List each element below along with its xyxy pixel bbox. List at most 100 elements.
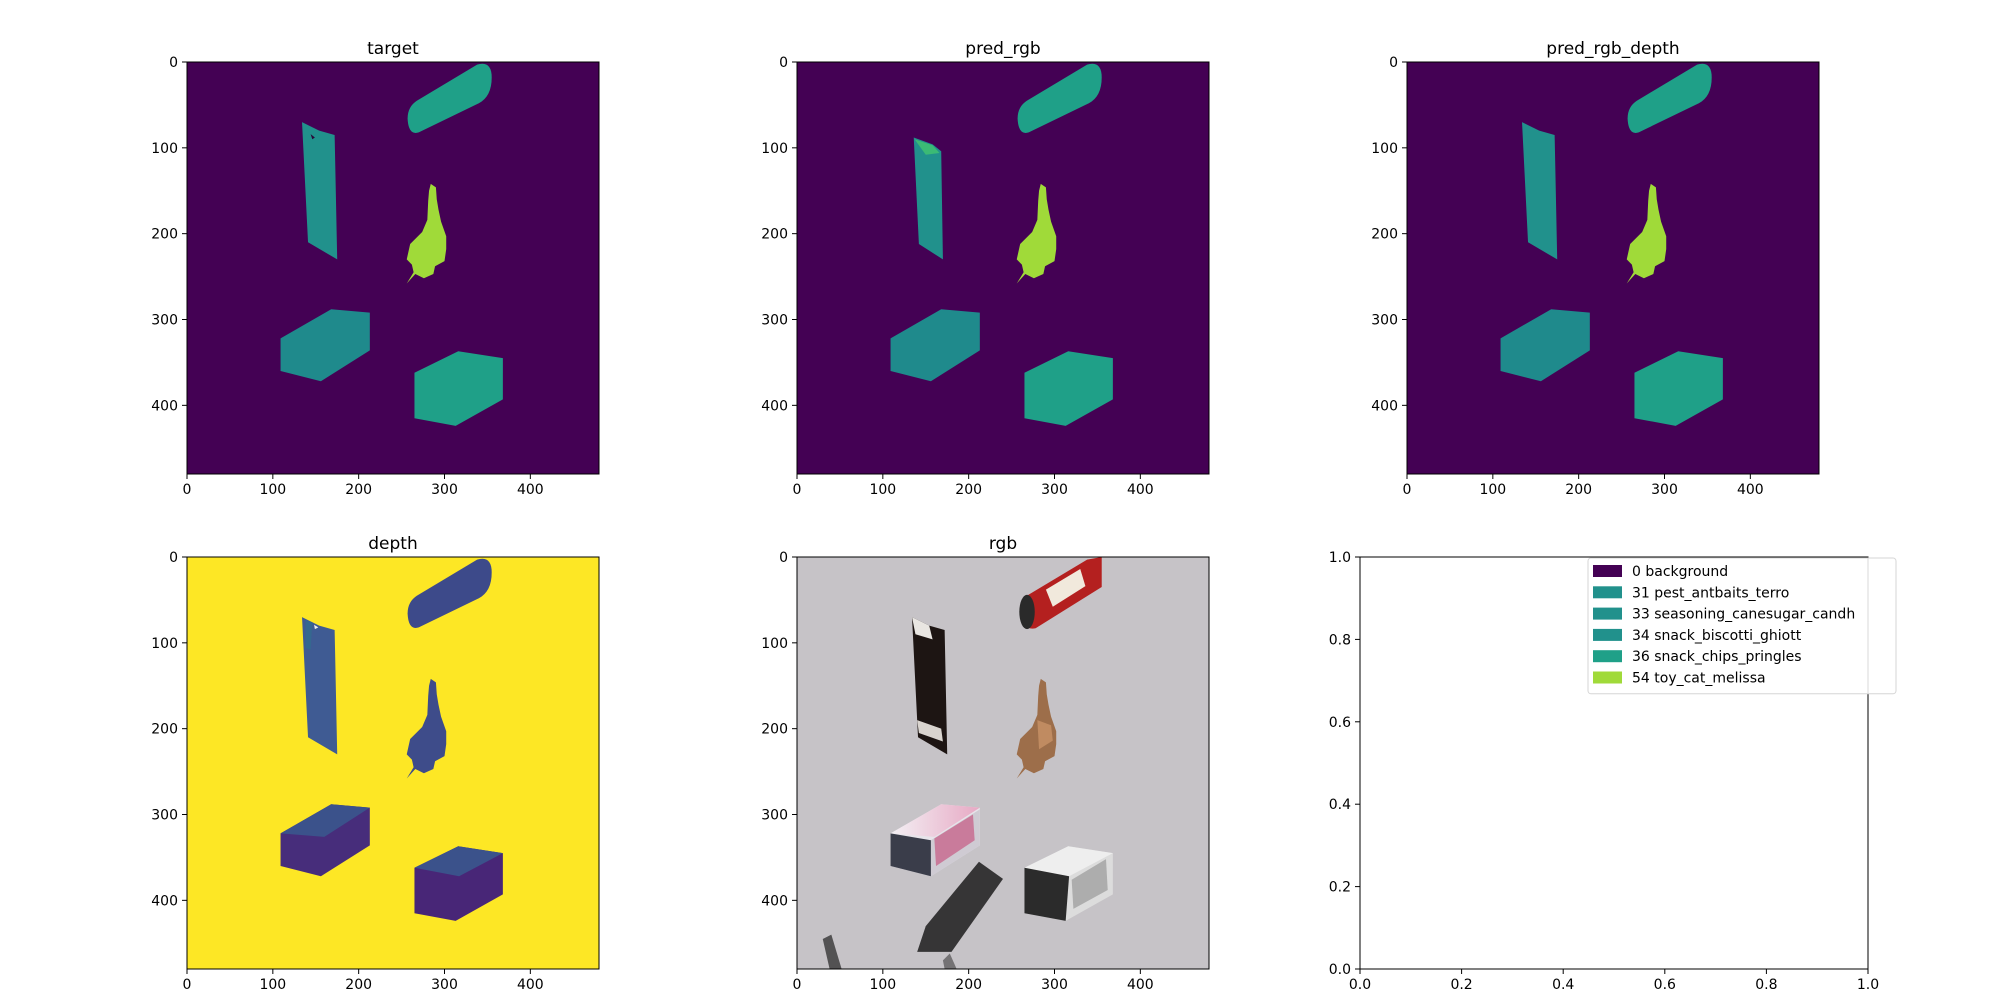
object-mask-antbaits xyxy=(302,122,338,260)
legend-label: 54 toy_cat_melissa xyxy=(1632,671,1766,687)
y-tick-label: 0.0 xyxy=(1329,962,1351,978)
x-tick-label: 0 xyxy=(183,482,192,498)
rgb-shadow-small xyxy=(822,934,842,969)
panel-image xyxy=(1407,62,1819,474)
legend-label: 31 pest_antbaits_terro xyxy=(1632,585,1789,601)
x-tick-label: 0.8 xyxy=(1755,977,1777,993)
legend-label: 0 background xyxy=(1632,564,1728,580)
panel-rgb: rgb 0 100 200 300 400 0 100 200 300 400 xyxy=(761,534,1210,993)
legend-swatch xyxy=(1593,586,1622,599)
x-tick-label: 300 xyxy=(431,482,458,498)
x-tick-label: 0.0 xyxy=(1349,977,1371,993)
depth-object-slab-edge xyxy=(305,620,313,650)
panel-image xyxy=(797,557,1209,969)
legend-box xyxy=(1587,557,1897,695)
x-tick-label: 300 xyxy=(431,977,458,993)
y-tick-label: 1.0 xyxy=(1329,550,1351,566)
object-mask-antbaits xyxy=(1522,122,1558,260)
x-tick-label: 0.2 xyxy=(1450,977,1472,993)
rgb-shadow-small-2 xyxy=(942,953,957,969)
legend-swatch xyxy=(1593,650,1622,663)
x-tick-label: 0 xyxy=(183,977,192,993)
x-tick-label: 100 xyxy=(869,482,896,498)
y-tick-label: 100 xyxy=(761,636,788,652)
rgb-box1-front xyxy=(890,833,931,877)
x-tick-label: 300 xyxy=(1041,977,1068,993)
rgb-cat xyxy=(1016,678,1057,779)
y-tick-label: 300 xyxy=(151,808,178,824)
object-mask-pringles xyxy=(1017,63,1102,133)
depth-object-cat xyxy=(406,678,447,779)
legend-label: 36 snack_chips_pringles xyxy=(1632,649,1802,665)
rgb-box1-top xyxy=(890,804,980,837)
rgb-box1-print xyxy=(934,814,975,866)
x-tick-label: 400 xyxy=(517,482,544,498)
y-tick-label: 0.8 xyxy=(1329,632,1351,648)
y-tick-label: 400 xyxy=(151,398,178,414)
y-tick-label: 300 xyxy=(1371,313,1398,329)
background-class-region xyxy=(187,62,599,474)
y-tick-label: 200 xyxy=(151,722,178,738)
object-mask-canesugar xyxy=(1024,351,1113,426)
x-tick-label: 0.6 xyxy=(1654,977,1676,993)
y-tick-label: 0 xyxy=(1389,55,1398,71)
y-tick-label: 0.4 xyxy=(1329,797,1351,813)
axes-frame xyxy=(796,556,1210,970)
object-mask-biscotti xyxy=(1500,309,1590,382)
y-tick-label: 300 xyxy=(761,808,788,824)
panel-title: pred_rgb xyxy=(965,39,1040,59)
panel-pred-rgb-depth: pred_rgb_depth 0 100 200 300 400 0 100 200 300 400 xyxy=(1371,39,1820,498)
rgb-slab-label xyxy=(917,720,943,742)
depth-object-box2-top xyxy=(414,846,503,877)
panel-image xyxy=(187,557,599,969)
axes-frame xyxy=(186,61,600,475)
y-tick-label: 0.6 xyxy=(1329,715,1351,731)
rgb-box2-front xyxy=(1024,867,1070,921)
y-tick-label: 0 xyxy=(779,550,788,566)
x-tick-label: 200 xyxy=(955,482,982,498)
y-tick-label: 200 xyxy=(761,722,788,738)
object-mask-biscotti xyxy=(890,309,980,382)
panel-image xyxy=(187,62,599,474)
y-tick-label: 100 xyxy=(151,636,178,652)
x-tick-label: 100 xyxy=(869,977,896,993)
x-tick-label: 100 xyxy=(259,482,286,498)
y-tick-label: 400 xyxy=(151,893,178,909)
legend-label: 34 snack_biscotti_ghiott xyxy=(1632,628,1802,644)
x-tick-label: 100 xyxy=(259,977,286,993)
panel-title: rgb xyxy=(989,534,1017,554)
rgb-cat-stripe xyxy=(1037,720,1053,750)
x-tick-label: 0 xyxy=(1403,482,1412,498)
x-tick-label: 100 xyxy=(1479,482,1506,498)
x-tick-label: 0.4 xyxy=(1552,977,1574,993)
legend-swatch xyxy=(1593,565,1622,577)
x-tick-label: 200 xyxy=(1565,482,1592,498)
object-mask-biscotti xyxy=(280,309,370,382)
y-tick-label: 0 xyxy=(169,550,178,566)
legend-swatch xyxy=(1593,671,1622,684)
object-mask-antbaits xyxy=(913,137,943,260)
y-tick-label: 100 xyxy=(1371,141,1398,157)
panel-target: target 0 100 200 300 400 0 100 200 300 400 xyxy=(151,39,600,498)
axes-frame xyxy=(1406,61,1820,475)
y-tick-label: 0 xyxy=(169,55,178,71)
depth-hole xyxy=(314,624,319,630)
panel-title: pred_rgb_depth xyxy=(1546,39,1679,59)
background-class-region xyxy=(1407,62,1819,474)
legend: 0 background 31 pest_antbaits_terro 33 sea… xyxy=(1587,557,1897,695)
x-tick-label: 200 xyxy=(345,482,372,498)
y-tick-label: 200 xyxy=(761,227,788,243)
object-mask-toy-cat xyxy=(1016,183,1057,284)
y-tick-label: 200 xyxy=(1371,227,1398,243)
object-mask-toy-cat xyxy=(406,183,447,284)
legend-label: 33 seasoning_canesugar_candh xyxy=(1632,607,1855,623)
panel-title: depth xyxy=(368,534,417,554)
x-tick-label: 300 xyxy=(1041,482,1068,498)
rgb-slab xyxy=(912,617,948,755)
x-tick-label: 300 xyxy=(1651,482,1678,498)
x-tick-label: 200 xyxy=(345,977,372,993)
background-class-region xyxy=(797,62,1209,474)
depth-object-box1-top xyxy=(280,804,370,837)
y-tick-label: 400 xyxy=(761,893,788,909)
